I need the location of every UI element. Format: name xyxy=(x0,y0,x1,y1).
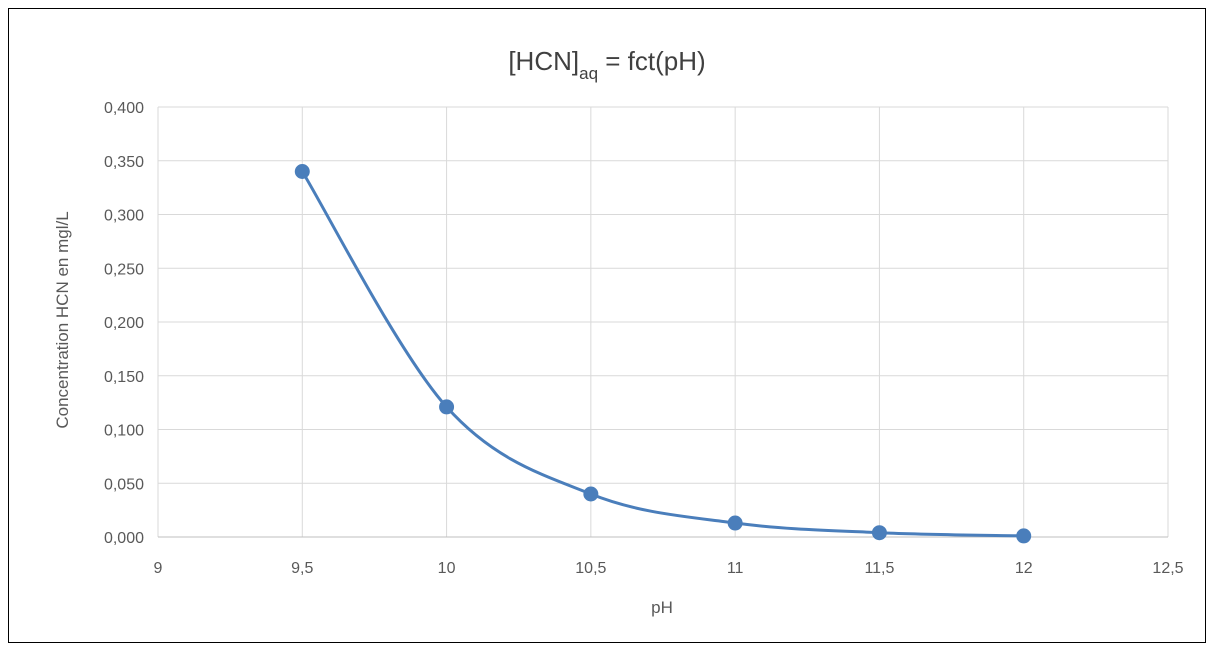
y-tick-label: 0,300 xyxy=(104,208,144,225)
y-tick-label: 0,100 xyxy=(104,423,144,440)
data-point xyxy=(871,525,887,541)
y-axis-label: Concentration HCN en mgl/L xyxy=(53,211,72,428)
x-tick-label: 10 xyxy=(438,560,456,577)
y-tick-label: 0,250 xyxy=(104,261,144,278)
grid xyxy=(157,106,1169,538)
y-tick-label: 0,350 xyxy=(104,154,144,171)
y-tick-labels: 0,000 0,050 0,100 0,150 0,200 0,250 0,300 0,350… xyxy=(104,100,144,547)
y-tick-label: 0,400 xyxy=(104,100,144,117)
chart-title-rest: = fct(pH) xyxy=(598,46,706,76)
y-tick-label: 0,050 xyxy=(104,476,144,493)
x-tick-labels: 9 9,5 10 10,5 11 11,5 12 12,5 xyxy=(154,560,1184,577)
series-layer xyxy=(294,164,1032,544)
x-tick-label: 9 xyxy=(154,560,163,577)
data-point xyxy=(583,486,599,502)
y-tick-label: 0,000 xyxy=(104,530,144,547)
data-point xyxy=(727,515,743,531)
chart-border xyxy=(8,8,1206,643)
data-point xyxy=(439,399,455,415)
y-tick-label: 0,200 xyxy=(104,315,144,332)
x-tick-label: 10,5 xyxy=(575,560,606,577)
chart-title-subscript: aq xyxy=(579,64,598,83)
x-axis-label: pH xyxy=(651,598,673,617)
chart-title: [HCN]aq = fct(pH) xyxy=(508,46,705,83)
y-tick-label: 0,150 xyxy=(104,369,144,386)
series-line xyxy=(300,170,1026,538)
x-tick-label: 12,5 xyxy=(1152,560,1183,577)
x-tick-label: 12 xyxy=(1015,560,1033,577)
data-point xyxy=(294,164,310,179)
data-point xyxy=(1016,528,1032,544)
x-tick-label: 11 xyxy=(727,560,744,577)
x-tick-label: 11,5 xyxy=(864,560,894,577)
chart-title-main: [HCN] xyxy=(508,46,579,76)
x-tick-label: 9,5 xyxy=(291,560,313,577)
